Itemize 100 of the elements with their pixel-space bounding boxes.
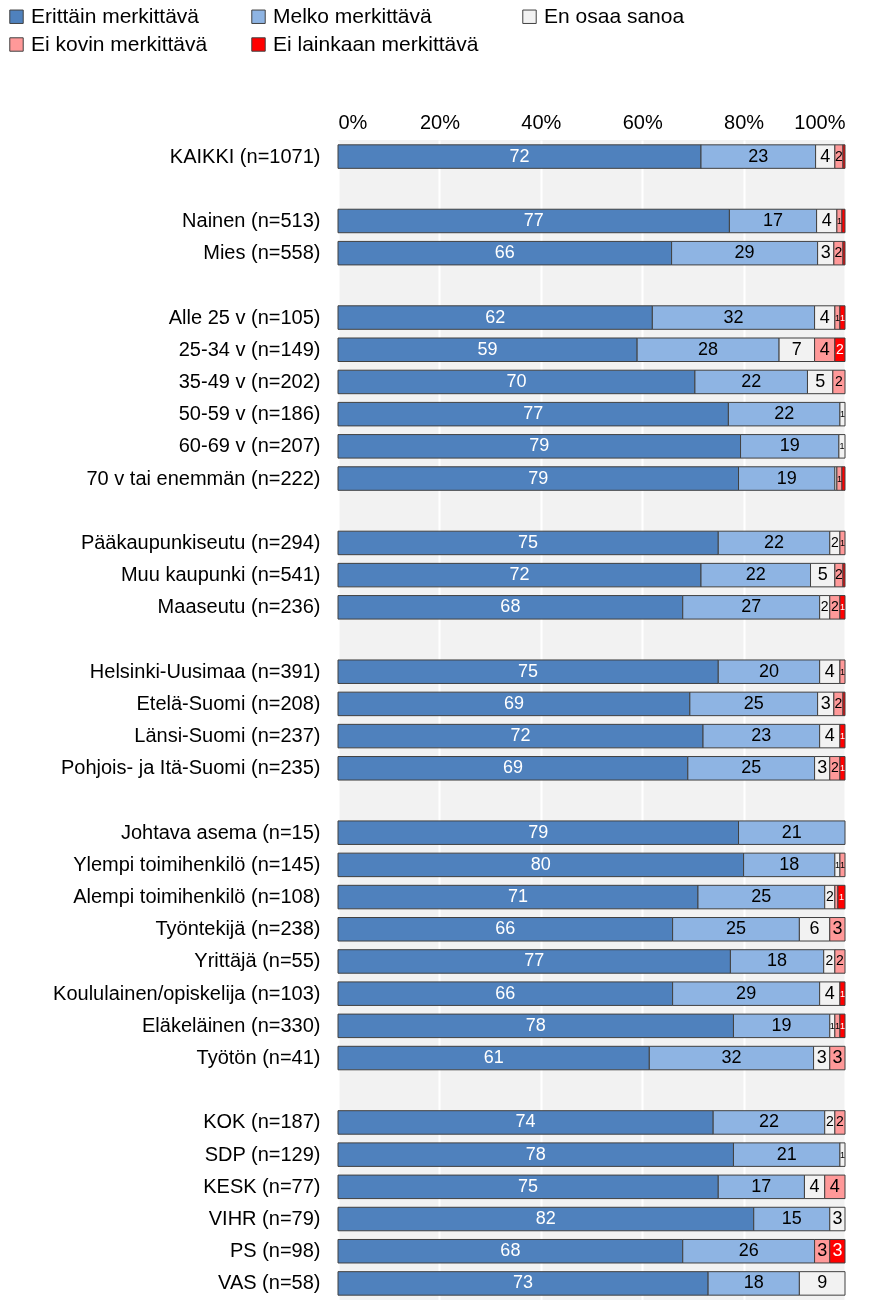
data-label: 4 [819, 306, 830, 327]
data-label: 75 [518, 1175, 539, 1196]
data-label: 2 [820, 598, 829, 615]
data-label: 74 [515, 1111, 536, 1132]
y-tick-label: Muu kaupunki (n=541) [120, 563, 321, 586]
y-tick-label: 35-49 v (n=202) [178, 369, 321, 392]
data-label: 3 [816, 1047, 827, 1068]
data-label: 77 [523, 403, 544, 424]
data-label: 1 [836, 215, 842, 226]
data-label: 26 [738, 1240, 759, 1261]
y-tick-label: Johtava asema (n=15) [120, 820, 321, 843]
data-label: 4 [829, 1175, 840, 1196]
data-label: 18 [779, 853, 800, 874]
data-label: 2 [836, 952, 845, 969]
data-label: 77 [524, 950, 545, 971]
data-label: 3 [832, 1240, 843, 1261]
data-label: 17 [751, 1175, 772, 1196]
legend-label: Melko merkittävä [273, 3, 433, 27]
y-tick-label: Eläkeläinen (n=330) [142, 1013, 321, 1036]
data-label: 2 [825, 888, 834, 905]
data-label: 68 [500, 1240, 521, 1261]
y-tick-label: PS (n=98) [229, 1239, 321, 1262]
x-tick-label: 100% [794, 110, 846, 133]
data-label: 69 [502, 757, 523, 778]
data-label: 1 [834, 312, 840, 323]
data-label: 5 [817, 564, 828, 585]
data-label: 18 [743, 1272, 764, 1293]
data-label: 4 [824, 725, 835, 746]
data-label: 3 [832, 918, 843, 939]
legend-label: Ei kovin merkittävä [31, 31, 208, 55]
data-label: 3 [832, 1047, 843, 1068]
data-label: 2 [825, 1113, 834, 1130]
data-label: 2 [825, 952, 834, 969]
data-label: 72 [510, 725, 531, 746]
data-label: 21 [781, 821, 802, 842]
data-label: 59 [477, 338, 498, 359]
legend-label: Erittäin merkittävä [31, 3, 200, 27]
y-tick-label: 70 v tai enemmän (n=222) [86, 466, 321, 489]
data-label: 5 [815, 370, 826, 391]
y-tick-label: Työntekijä (n=238) [155, 917, 321, 940]
y-tick-label: KAIKKI (n=1071) [169, 144, 321, 167]
data-label: 2 [834, 244, 843, 261]
data-label: 2 [830, 759, 839, 776]
data-label: 27 [741, 596, 762, 617]
data-label: 62 [485, 306, 506, 327]
data-label: 72 [509, 145, 530, 166]
data-label: 1 [834, 859, 840, 870]
data-label: 79 [529, 435, 550, 456]
data-label: 17 [762, 209, 784, 230]
data-label: 22 [764, 531, 785, 552]
data-label: 1 [839, 988, 845, 999]
y-tick-label: Helsinki-Uusimaa (n=391) [89, 659, 321, 682]
data-label: 25 [725, 918, 747, 939]
data-label: 29 [734, 242, 755, 263]
y-tick-label: Länsi-Suomi (n=237) [134, 724, 321, 747]
data-label: 71 [507, 886, 528, 907]
data-label: 20 [758, 660, 779, 681]
data-label: 21 [776, 1143, 797, 1164]
y-tick-label: VAS (n=58) [218, 1271, 321, 1294]
data-label: 79 [528, 821, 549, 842]
y-tick-label: 50-59 v (n=186) [178, 402, 321, 425]
data-label: 73 [513, 1272, 534, 1293]
data-label: 80 [530, 853, 551, 874]
data-label: 75 [518, 660, 539, 681]
data-label: 77 [523, 209, 544, 230]
data-label: 22 [745, 564, 766, 585]
data-label: 15 [781, 1208, 802, 1229]
data-label: 2 [836, 340, 845, 357]
y-tick-label: Alempi toimihenkilö (n=108) [73, 885, 321, 908]
y-tick-label: Koululainen/opiskelija (n=103) [53, 981, 321, 1004]
x-tick-label: 60% [622, 110, 663, 133]
x-tick-label: 20% [419, 110, 461, 133]
y-tick-label: KOK (n=187) [203, 1110, 321, 1133]
data-label: 1 [839, 731, 845, 742]
y-tick-label: Yrittäjä (n=55) [194, 949, 321, 972]
data-label: 6 [809, 918, 820, 939]
data-label: 18 [767, 950, 788, 971]
data-label: 3 [817, 757, 828, 778]
data-label: 7 [791, 338, 802, 359]
data-label: 3 [832, 1208, 843, 1229]
x-tick-label: 0% [338, 110, 368, 133]
y-tick-label: Pääkaupunkiseutu (n=294) [80, 530, 321, 553]
y-tick-label: Ylempi toimihenkilö (n=145) [73, 852, 321, 875]
data-label: 2 [835, 372, 844, 389]
data-label: 1 [836, 473, 842, 484]
data-label: 1 [839, 666, 845, 677]
data-label: 22 [774, 403, 795, 424]
y-tick-label: Mies (n=558) [203, 241, 321, 264]
data-label: 4 [809, 1175, 820, 1196]
data-label: 1 [838, 892, 844, 903]
data-label: 1 [829, 1020, 835, 1031]
data-label: 4 [821, 209, 832, 230]
data-label: 9 [817, 1272, 828, 1293]
data-label: 79 [528, 467, 549, 488]
y-tick-label: Alle 25 v (n=105) [168, 305, 321, 328]
data-label: 82 [535, 1208, 556, 1229]
y-tick-label: SDP (n=129) [204, 1142, 321, 1165]
y-tick-label: Maaseutu (n=236) [157, 595, 321, 618]
data-label: 1 [839, 602, 845, 613]
data-label: 25 [741, 757, 762, 778]
